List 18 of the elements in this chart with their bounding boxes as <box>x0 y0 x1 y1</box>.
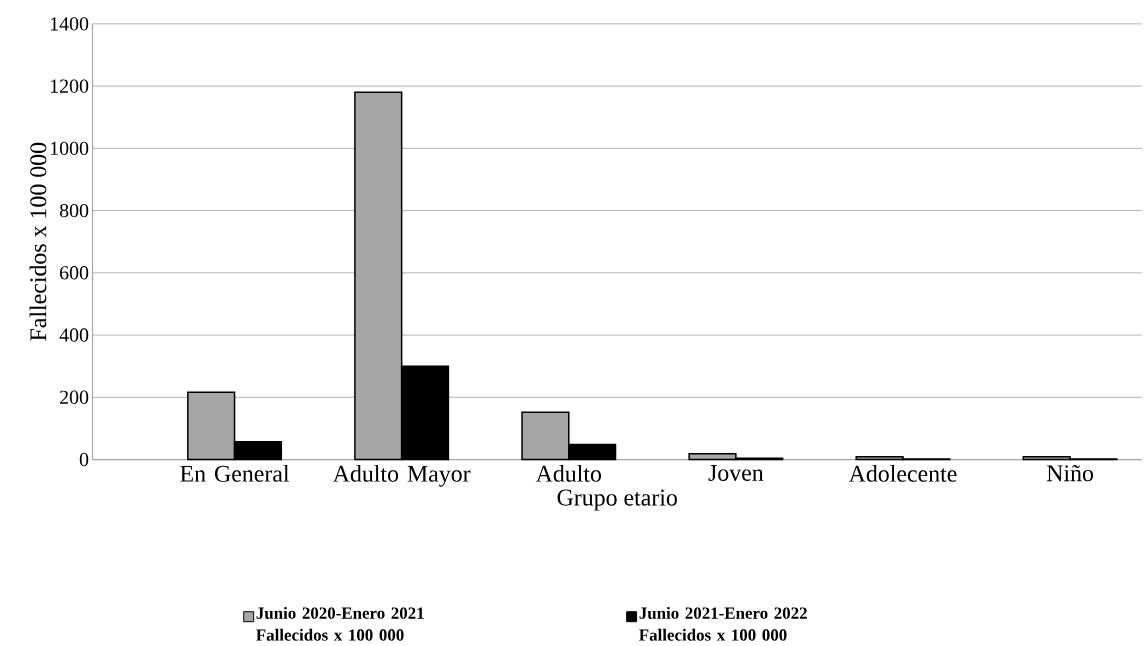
x-tick-label: Adulto Mayor <box>332 465 471 487</box>
y-tick-label: 1200 <box>50 79 89 94</box>
y-tick-label: 600 <box>60 266 89 280</box>
x-tick-label: Adulto <box>535 465 602 483</box>
x-tick-label: Adolecente <box>848 465 957 483</box>
y-tick-label: 1000 <box>50 141 89 156</box>
x-axis-title: Grupo etario <box>557 489 677 511</box>
y-tick-label: 200 <box>60 390 89 405</box>
y-tick-label: 400 <box>59 328 89 342</box>
x-tick-label: Joven <box>708 465 764 482</box>
x-tick-label: Niño <box>1046 465 1094 482</box>
legend-label: Junio 2021-Enero 2022 Fallecidos x 100 000 <box>639 607 807 641</box>
legend-label: Junio 2020-Enero 2021 Fallecidos x 100 000 <box>256 607 424 641</box>
y-axis-title: Fallecidos x 100 000 <box>29 143 47 342</box>
y-tick-label: 0 <box>79 453 89 467</box>
x-tick-label: En General <box>180 465 290 483</box>
y-tick-label: 1400 <box>50 17 89 31</box>
y-tick-label: 800 <box>59 204 89 218</box>
